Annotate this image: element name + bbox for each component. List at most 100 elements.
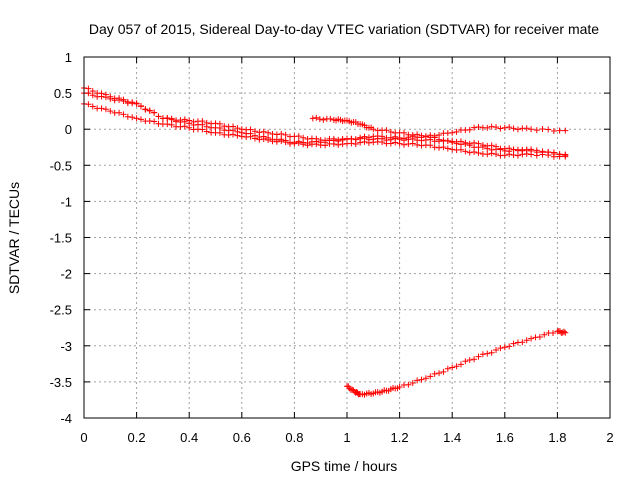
data-point [457, 361, 464, 368]
data-point [177, 123, 184, 130]
data-point [431, 370, 438, 377]
data-point [322, 137, 329, 144]
data-point [488, 146, 495, 153]
data-point [449, 146, 456, 153]
data-point [484, 350, 491, 357]
data-point [533, 147, 540, 154]
data-point [462, 140, 469, 147]
data-point [102, 106, 109, 113]
data-point [475, 124, 482, 131]
data-point [260, 135, 267, 142]
data-point [322, 142, 329, 149]
data-point [440, 368, 447, 375]
x-tick-label: 1.2 [391, 430, 409, 445]
data-point [221, 123, 228, 130]
data-point [400, 129, 407, 136]
data-point [436, 144, 443, 151]
y-tick-label: -2 [60, 267, 72, 282]
data-point [457, 146, 464, 153]
data-point [497, 345, 504, 352]
data-point [320, 116, 327, 123]
data-point [387, 140, 394, 147]
data-point [260, 128, 267, 135]
data-point [550, 149, 557, 156]
data-point [427, 373, 434, 380]
data-point [234, 125, 241, 132]
data-point [142, 106, 149, 113]
data-point [506, 343, 513, 350]
data-point [409, 379, 416, 386]
data-point [453, 128, 460, 135]
data-point [497, 125, 504, 132]
data-point [203, 119, 210, 126]
x-tick-label: 1.4 [443, 430, 461, 445]
tick-marks [83, 56, 611, 419]
y-tick-label: -3.5 [50, 375, 72, 390]
data-point [379, 139, 386, 146]
data-point [330, 140, 337, 147]
data-point [493, 347, 500, 354]
data-point [556, 127, 563, 134]
data-point [89, 103, 96, 110]
data-point [164, 115, 171, 122]
data-point [85, 90, 92, 97]
data-point [273, 138, 280, 145]
data-point [216, 129, 223, 136]
data-point [102, 94, 109, 101]
data-point [199, 126, 206, 133]
data-point [309, 115, 316, 122]
data-point [348, 140, 355, 147]
data-point [444, 137, 451, 144]
data-point [85, 101, 92, 108]
data-point [282, 139, 289, 146]
data-point [155, 113, 162, 120]
data-point [506, 148, 513, 155]
data-point [247, 133, 254, 140]
data-point [444, 145, 451, 152]
x-tick-label: 2 [606, 430, 613, 445]
data-point [479, 351, 486, 358]
data-point [230, 123, 237, 130]
data-point [462, 358, 469, 365]
data-point [238, 133, 245, 140]
data-point [313, 114, 320, 121]
data-point [510, 340, 517, 347]
data-point [273, 131, 280, 138]
data-point [256, 129, 263, 136]
data-point [107, 95, 114, 102]
data-point [238, 126, 245, 133]
data-point [556, 151, 563, 158]
data-point [190, 118, 197, 125]
data-point [414, 141, 421, 148]
data-point [278, 130, 285, 137]
data-point [216, 120, 223, 127]
data-point [146, 117, 153, 124]
data-point [392, 139, 399, 146]
data-point [230, 131, 237, 138]
data-point [533, 152, 540, 159]
y-tick-label: 0 [65, 122, 72, 137]
y-tick-label: 1 [65, 50, 72, 65]
data-point [316, 116, 323, 123]
data-point [533, 127, 540, 134]
data-point [484, 151, 491, 158]
data-point [488, 349, 495, 356]
data-point [550, 330, 557, 337]
y-tick-label: -0.5 [50, 158, 72, 173]
data-point [137, 116, 144, 123]
y-tick-label: -1.5 [50, 231, 72, 246]
data-point [501, 344, 508, 351]
data-point [181, 123, 188, 130]
data-point [528, 151, 535, 158]
data-point [484, 145, 491, 152]
data-point [225, 131, 232, 138]
series-track-b [81, 90, 569, 158]
data-point [278, 138, 285, 145]
data-point [265, 137, 272, 144]
data-point [514, 152, 521, 159]
data-point [514, 126, 521, 133]
data-point [523, 337, 530, 344]
data-point [497, 146, 504, 153]
data-point [186, 117, 193, 124]
data-point [510, 125, 517, 132]
